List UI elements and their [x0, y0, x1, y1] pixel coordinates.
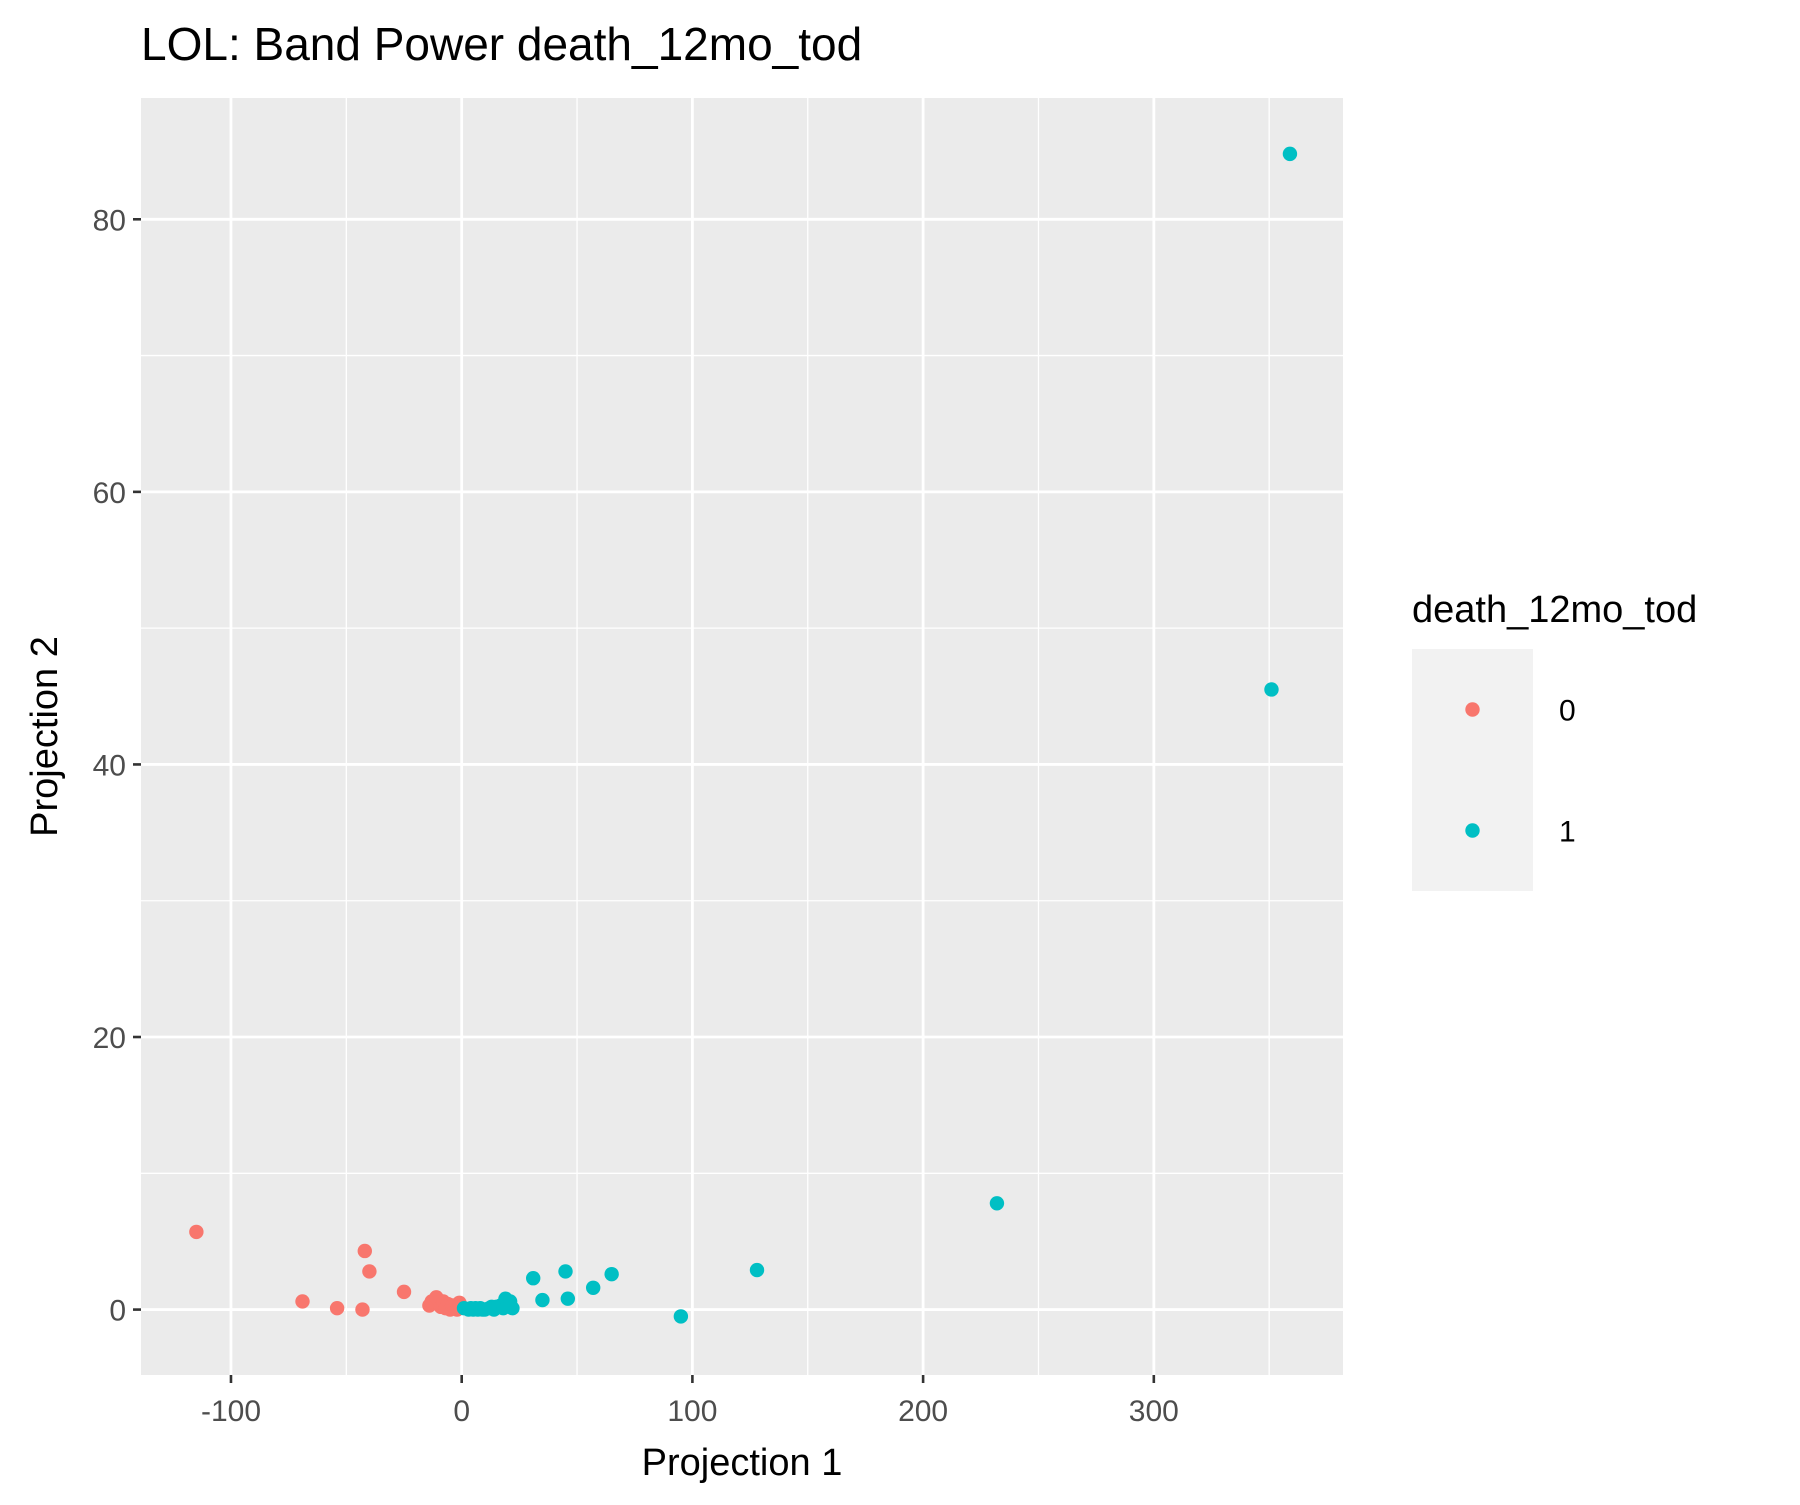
legend-label-0: 0	[1559, 695, 1576, 728]
x-tick-label: 0	[453, 1395, 470, 1428]
data-point-series-1	[989, 1196, 1005, 1211]
plot-panel	[141, 98, 1343, 1375]
legend-key-1	[1465, 823, 1480, 838]
x-axis: -100 0 100 200 300	[201, 1375, 1179, 1428]
x-tick-label: 100	[667, 1395, 717, 1428]
data-point-series-1	[604, 1266, 619, 1282]
data-point-series-1	[673, 1309, 689, 1324]
data-point-series-1	[1264, 682, 1279, 697]
data-point-series-0	[355, 1302, 370, 1317]
x-tick-label: -100	[201, 1395, 261, 1428]
y-tick-label: 40	[93, 749, 126, 782]
y-tick-label: 20	[93, 1022, 126, 1055]
data-point-series-1	[749, 1262, 765, 1278]
data-point-series-0	[329, 1301, 345, 1316]
x-tick-label: 300	[1129, 1395, 1179, 1428]
data-point-series-1	[558, 1264, 573, 1279]
legend-key-0	[1465, 702, 1480, 717]
legend-key-background	[1412, 649, 1533, 891]
data-point-series-1	[526, 1271, 541, 1286]
minor-gridlines	[141, 98, 1343, 1375]
legend: death_12mo_tod 01	[1412, 589, 1697, 891]
data-point-series-0	[396, 1284, 412, 1300]
chart-title: LOL: Band Power death_12mo_tod	[141, 18, 862, 70]
y-tick-label: 80	[93, 204, 126, 237]
y-tick-label: 60	[93, 477, 126, 510]
data-point-series-0	[295, 1294, 310, 1309]
data-point-series-0	[357, 1243, 372, 1259]
legend-label-1: 1	[1559, 816, 1576, 849]
data-point-series-0	[362, 1264, 377, 1279]
major-gridlines	[141, 98, 1343, 1375]
data-point-series-1	[585, 1280, 601, 1295]
data-points	[189, 146, 1298, 1324]
y-axis-title: Projection 2	[24, 636, 66, 837]
y-tick-label: 0	[109, 1295, 126, 1328]
x-axis-title: Projection 1	[642, 1442, 843, 1484]
x-tick-label: 200	[898, 1395, 948, 1428]
legend-title: death_12mo_tod	[1412, 589, 1697, 631]
data-point-series-1	[535, 1292, 550, 1308]
y-axis: 0 20 40 60 80	[93, 204, 141, 1328]
data-point-series-1	[560, 1291, 576, 1306]
data-point-series-0	[189, 1224, 204, 1240]
data-point-series-1	[505, 1301, 520, 1316]
legend-items: 01	[1465, 695, 1576, 849]
data-point-series-1	[1282, 146, 1298, 162]
